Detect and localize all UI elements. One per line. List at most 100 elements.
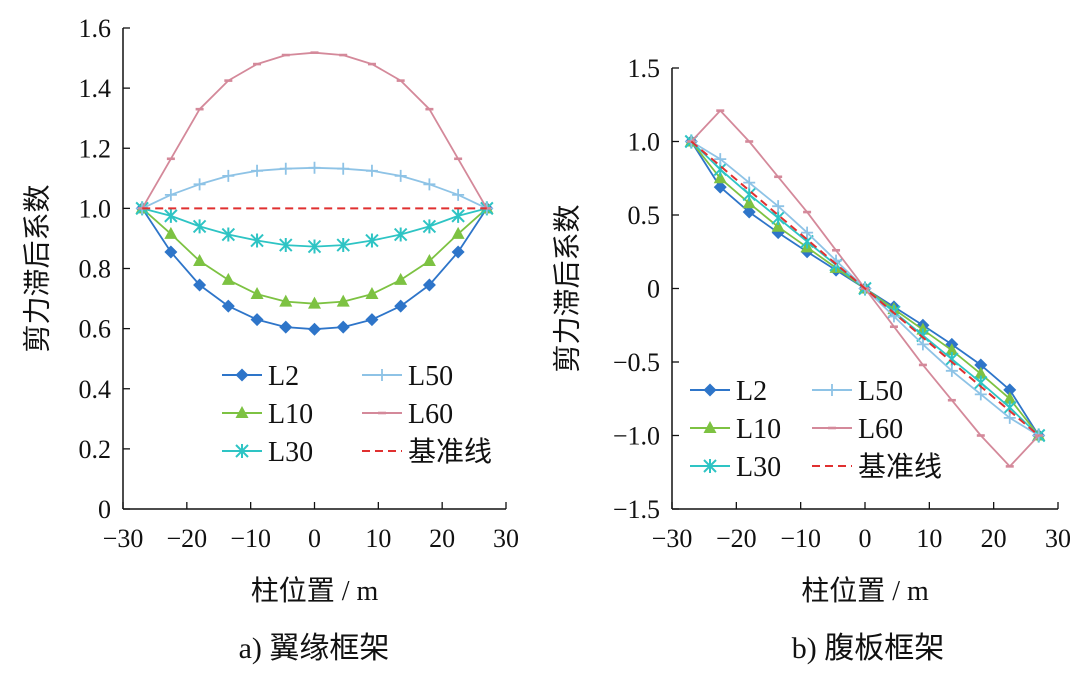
panel-a-x-tick-label: 20 [429,524,455,553]
panel-b-legend: L2 L50 L10 L60 L30 基准线 [690,376,942,483]
panel-b-legend-marker-L2 [703,383,717,397]
panel-a-x-tick-label: 0 [308,524,321,553]
panel-a-data-point-L50 [279,162,292,175]
panel-b-legend-label-L30: L30 [736,452,781,483]
panel-a-x-axis-title: 柱位置 / m [251,575,379,607]
panel-a-data-point-L10 [422,253,436,266]
panel-b-x-tick-label: −30 [652,524,693,553]
panel-a-y-tick-label: 0.4 [79,375,112,404]
panel-a-data-point-L2 [250,313,264,327]
panel-a-legend-label-L2: L2 [268,361,299,392]
panel-a-caption: a) 翼缘框架 [239,632,390,665]
panel-a-legend: L2 L50 L10 L60 L30 基准线 [222,361,492,468]
panel-a-data-point-L30 [451,208,465,223]
panel-b-legend-item-L60: L60 [812,414,903,445]
panel-a-data-point-L30 [422,219,437,234]
panel-a-legend-marker-L10 [235,406,249,418]
panel-b-legend-label-L50: L50 [858,376,903,407]
panel-a-series-line-L10 [141,207,488,305]
panel-b-data-point-L50 [974,388,987,401]
panel-a-data-point-L10 [394,272,408,285]
panel-b-data-point-L50 [945,364,958,377]
panel-b-legend-item-基准线: 基准线 [812,451,942,483]
panel-a-y-tick-label: 0.6 [79,315,112,344]
panel-a-data-point-L10 [221,272,235,285]
panel-b-series-基准线 [690,140,1040,437]
panel-a-data-point-L50 [251,164,264,177]
panel-b-x-tick-label: −20 [716,524,757,553]
panel-a-data-point-L50 [423,178,436,191]
panel-b-y-tick-label: −0.5 [613,348,660,377]
panel-b-legend-label-L2: L2 [736,376,767,407]
panel-a-y-tick-label: 1.0 [79,194,112,223]
panel-b-x-tick-label: −10 [780,524,821,553]
panel-b-data-point-L30 [771,210,785,225]
panel-a-legend-item-基准线: 基准线 [362,436,492,468]
panel-a-data-point-L2 [422,278,436,292]
panel-a-y-tick-label: 0.8 [79,255,112,284]
panel-a-data-point-L30 [221,227,236,242]
panel-a-flange-frame-chart: 0 0.2 0.4 0.6 0.8 1.0 1.2 1.4 1.6 −30 −20 −10 0 10 20 3… [21,14,519,665]
panel-a-legend-label-L50: L50 [408,361,453,392]
panel-a-data-point-L10 [308,296,321,309]
panel-a-data-point-L2 [365,313,379,327]
panel-b-data-point-L2 [713,180,727,194]
panel-b-legend-label-基准线: 基准线 [858,451,942,483]
panel-a-x-tick-label: −20 [166,524,207,553]
panel-b-data-point-L50 [1003,411,1016,424]
panel-b-legend-marker-L50 [826,384,838,396]
panel-a-data-point-L50 [222,169,235,182]
panel-b-x-tick-label: 10 [916,524,942,553]
panel-a-y-tick-label: 1.6 [79,14,112,43]
panel-b-legend-item-L50: L50 [812,376,903,407]
panel-a-data-point-L10 [279,294,293,307]
panel-b-web-frame-chart: −1.5 −1.0 −0.5 0 0.5 1.0 1.5 −30 −20 −10 0 10 20 30 剪力… [551,54,1071,665]
panel-b-data-point-L10 [945,343,959,356]
panel-a-legend-label-L60: L60 [408,399,453,430]
panel-a-y-tick-label: 0.2 [79,435,112,464]
panel-a-series-line-L50 [141,166,488,210]
panel-a-series-L10 [135,201,494,309]
panel-a-data-point-L50 [164,188,177,201]
panel-b-data-point-L50 [772,200,785,213]
panel-a-legend-item-L10: L10 [222,399,313,430]
panel-a-series-L60 [138,51,491,210]
panel-b-y-tick-label: 1.0 [628,128,661,157]
panel-a-data-point-L30 [192,219,207,234]
panel-a-data-point-L2 [451,245,465,259]
panel-a-data-point-L30 [307,239,322,254]
panel-a-data-point-L2 [164,245,178,259]
panel-a-legend-label-基准线: 基准线 [408,436,492,468]
panel-a-series-L50 [136,161,493,215]
panel-b-series-line-基准线 [690,140,1040,437]
panel-b-x-axis-title: 柱位置 / m [801,575,929,607]
panel-b-legend-marker-L30 [703,459,717,473]
panel-a-data-point-L30 [164,208,178,223]
panel-a-legend-marker-L50 [376,369,388,381]
panel-a-data-point-L2 [221,299,235,313]
panel-a-y-axis-title: 剪力滞后系数 [21,184,53,352]
panel-a-data-point-L10 [336,294,350,307]
panel-a-y-tick-label: 1.4 [79,74,112,103]
panel-a-data-point-L2 [336,320,350,334]
panel-b-y-axis-title: 剪力滞后系数 [551,204,583,372]
panel-a-legend-label-L30: L30 [268,437,313,468]
panel-a-data-point-L30 [279,238,293,253]
panel-b-legend-label-L60: L60 [858,414,903,445]
panel-a-data-point-L30 [365,233,379,248]
panel-b-data-point-L50 [743,176,756,189]
panel-a-legend-item-L60: L60 [362,399,453,430]
panel-b-data-point-L10 [771,219,785,232]
panel-b-x-tick-label: 30 [1045,524,1071,553]
panel-a-data-point-L50 [394,169,407,182]
panel-b-data-point-L2 [742,205,756,219]
panel-a-x-tick-label: 30 [493,524,519,553]
panel-a-data-point-L2 [193,278,207,292]
panel-b-data-point-L10 [742,196,756,209]
panel-b-data-point-L2 [1003,383,1017,397]
panel-a-data-point-L30 [250,233,264,248]
panel-b-data-point-L10 [713,171,727,184]
panel-b-data-point-L50 [916,338,929,351]
panel-a-legend-item-L30: L30 [222,437,313,468]
